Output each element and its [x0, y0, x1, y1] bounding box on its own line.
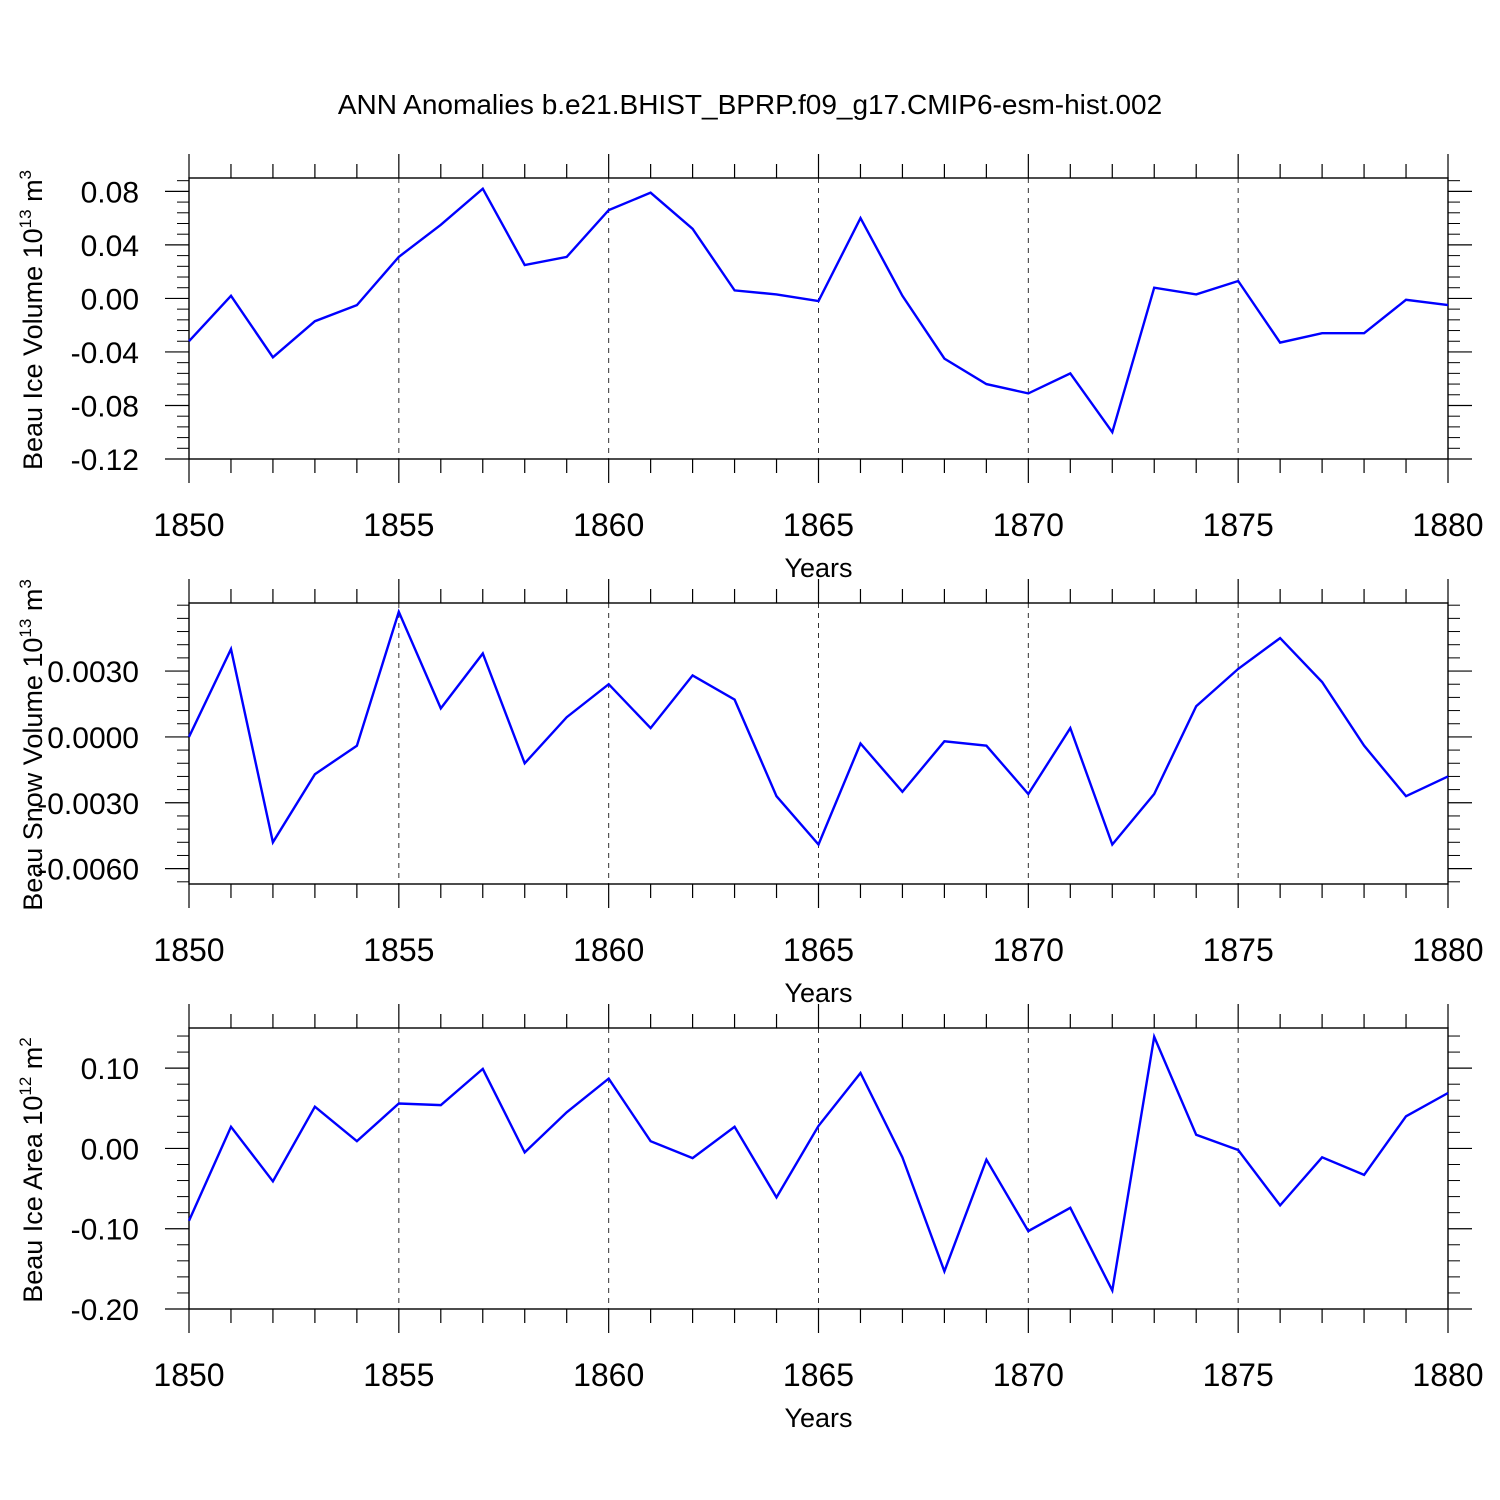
x-tick-label: 1850: [153, 1357, 224, 1393]
x-tick-label: 1850: [153, 932, 224, 968]
y-axis-label-unit: m: [18, 589, 48, 619]
y-tick-label: 0.0030: [47, 656, 139, 689]
y-tick-label: -0.04: [71, 337, 139, 370]
panels: 1850 1855 1860 1865 1870 1875 1880 0.08 0.04 0.00…: [16, 154, 1484, 1433]
chart-panel-2: 1850 1855 1860 1865 1870 1875 1880 0.0030 0.0000…: [16, 579, 1484, 1008]
x-axis-label: Years: [784, 1403, 852, 1433]
y-tick-label: 0.0000: [47, 722, 139, 755]
y-axis-label: Beau Ice Area 1012 m2: [16, 1037, 48, 1303]
x-tick-label: 1855: [363, 507, 434, 543]
y-tick-label: 0.10: [81, 1053, 139, 1086]
x-tick-label: 1855: [363, 1357, 434, 1393]
series-line: [187, 608, 1449, 847]
y-tick-label: -0.0030: [37, 788, 139, 821]
y-axis-label-unit-exponent: 3: [16, 170, 35, 179]
series-line: [187, 1032, 1449, 1295]
y-tick-label: 0.04: [81, 230, 139, 263]
y-axis-label-unit: m: [18, 1047, 48, 1077]
x-tick-label: 1865: [783, 932, 854, 968]
x-tick-label: 1875: [1203, 507, 1274, 543]
y-axis-label-unit-exponent: 3: [16, 579, 35, 588]
y-tick-label: 0.00: [81, 283, 139, 316]
y-axis-label-text: Beau Ice Area 10: [18, 1096, 48, 1303]
x-tick-label: 1850: [153, 507, 224, 543]
x-tick-label: 1860: [573, 1357, 644, 1393]
x-tick-label: 1860: [573, 507, 644, 543]
y-tick-label: 0.08: [81, 176, 139, 209]
y-axis-label-exponent: 12: [16, 1077, 35, 1096]
y-axis-label-unit: m: [18, 179, 48, 209]
x-tick-label: 1880: [1412, 932, 1483, 968]
y-axis-label-text: Beau Snow Volume 10: [18, 638, 48, 911]
y-axis-label-unit-exponent: 2: [16, 1037, 35, 1046]
x-tick-label: 1865: [783, 507, 854, 543]
x-tick-label: 1860: [573, 932, 644, 968]
x-tick-label: 1855: [363, 932, 434, 968]
x-tick-label: 1870: [993, 932, 1064, 968]
y-tick-label: -0.08: [71, 390, 139, 423]
x-tick-label: 1875: [1203, 1357, 1274, 1393]
y-axis-label-exponent: 13: [16, 619, 35, 638]
x-tick-label: 1870: [993, 1357, 1064, 1393]
series-line: [188, 186, 1449, 435]
y-axis-label: Beau Snow Volume 1013 m3: [16, 579, 48, 911]
chart-panel-3: 1850 1855 1860 1865 1870 1875 1880 0.10 0.00 -0.1…: [16, 1004, 1484, 1433]
y-axis-label-text: Beau Ice Volume 10: [18, 228, 48, 470]
x-tick-label: 1880: [1412, 1357, 1483, 1393]
x-axis-label: Years: [784, 978, 852, 1008]
y-tick-label: -0.10: [71, 1214, 139, 1247]
x-tick-label: 1880: [1412, 507, 1483, 543]
chart-panel-1: 1850 1855 1860 1865 1870 1875 1880 0.08 0.04 0.00…: [16, 154, 1484, 583]
y-tick-label: -0.20: [71, 1294, 139, 1327]
x-tick-label: 1875: [1203, 932, 1274, 968]
x-tick-label: 1870: [993, 507, 1064, 543]
y-axis-label-exponent: 13: [16, 209, 35, 228]
figure-title: ANN Anomalies b.e21.BHIST_BPRP.f09_g17.C…: [338, 89, 1162, 120]
x-axis-label: Years: [784, 553, 852, 583]
y-tick-label: -0.0060: [37, 854, 139, 887]
y-tick-label: -0.12: [71, 444, 139, 477]
y-axis-label: Beau Ice Volume 1013 m3: [16, 170, 48, 470]
x-tick-label: 1865: [783, 1357, 854, 1393]
y-tick-label: 0.00: [81, 1133, 139, 1166]
